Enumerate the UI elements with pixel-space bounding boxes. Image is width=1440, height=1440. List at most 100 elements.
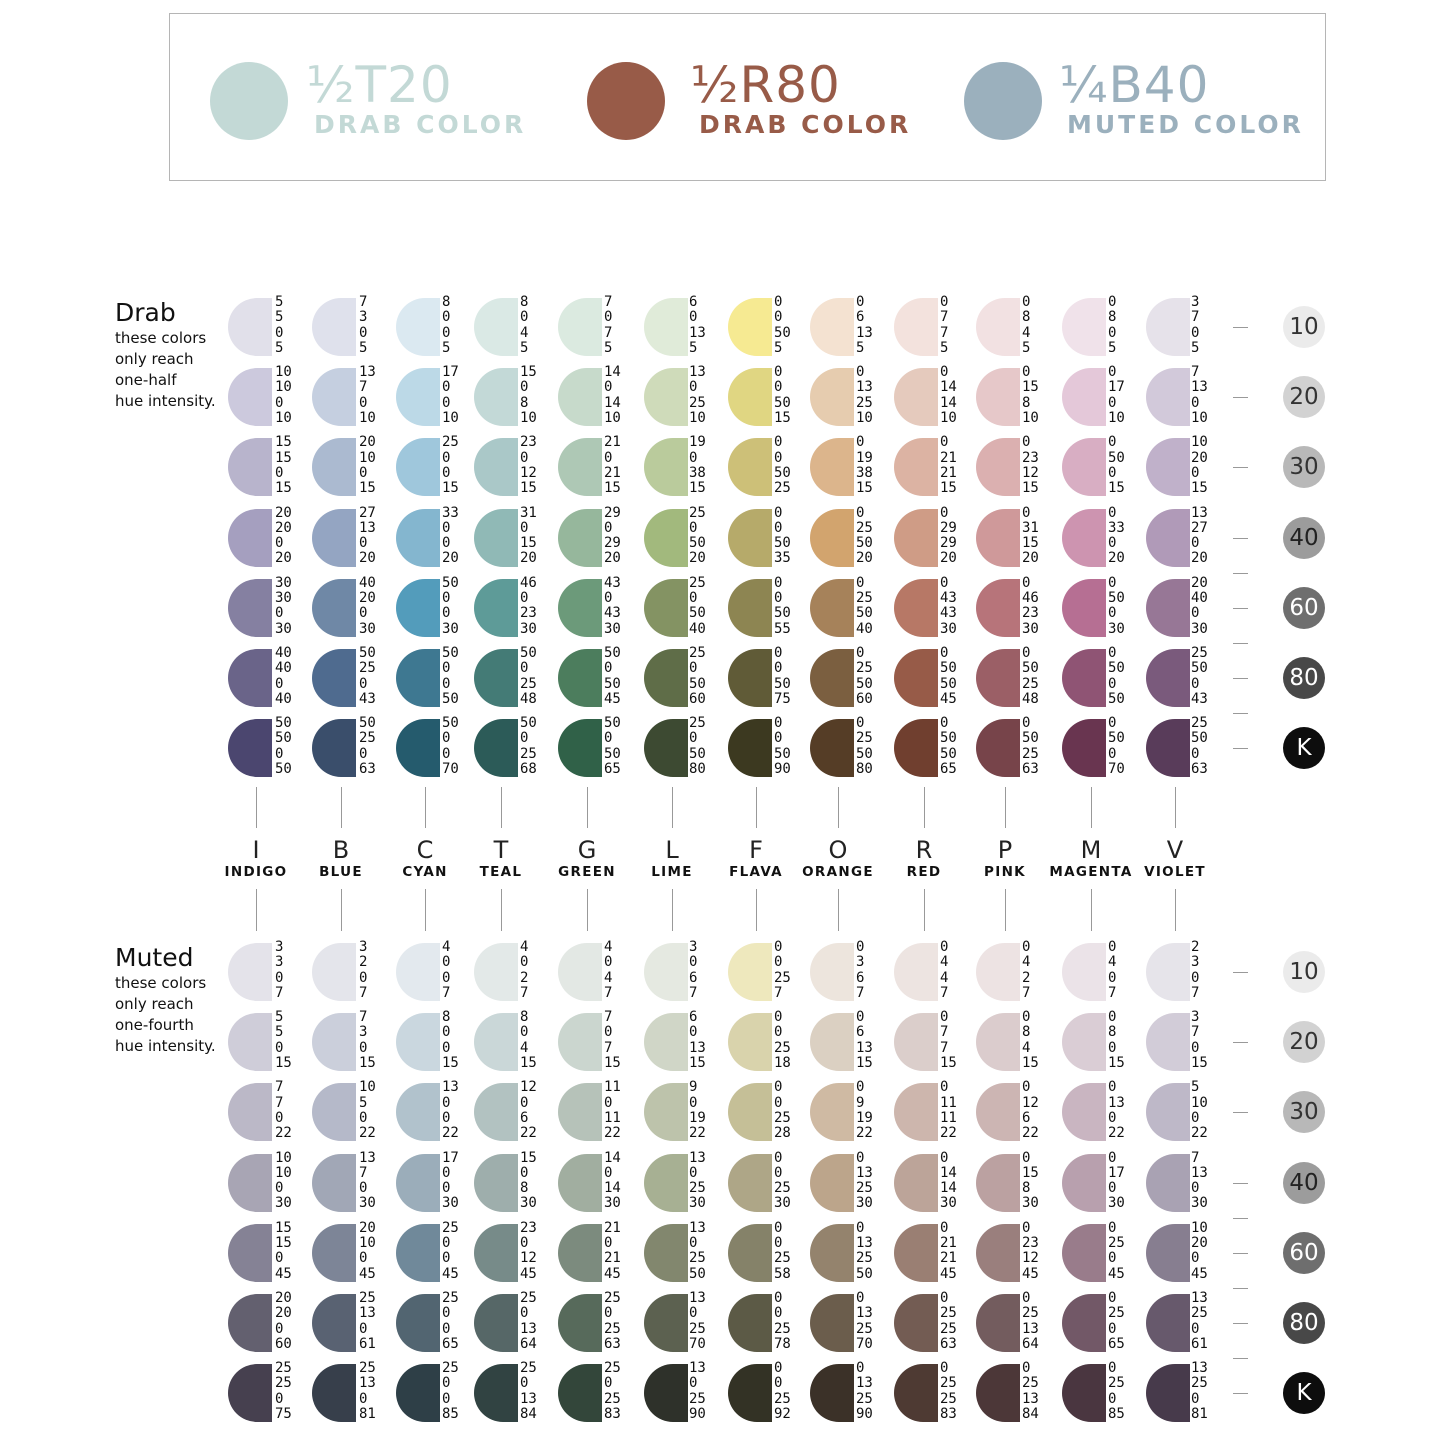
swatch-cyan-80[interactable] bbox=[396, 1294, 440, 1352]
swatch-lime-40[interactable] bbox=[644, 508, 688, 567]
swatch-teal-10[interactable] bbox=[474, 298, 518, 356]
swatch-orange-20[interactable] bbox=[810, 368, 854, 427]
swatch-pink-60[interactable] bbox=[976, 1223, 1020, 1282]
swatch-orange-10[interactable] bbox=[810, 298, 854, 356]
swatch-indigo-20[interactable] bbox=[228, 1013, 272, 1072]
swatch-violet-20[interactable] bbox=[1146, 1013, 1190, 1072]
swatch-orange-80[interactable] bbox=[810, 649, 854, 707]
swatch-lime-20[interactable] bbox=[644, 368, 688, 427]
swatch-lime-40[interactable] bbox=[644, 1153, 688, 1212]
swatch-green-60[interactable] bbox=[558, 578, 602, 637]
swatch-magenta-30[interactable] bbox=[1062, 438, 1106, 497]
swatch-blue-10[interactable] bbox=[312, 943, 356, 1001]
swatch-teal-20[interactable] bbox=[474, 368, 518, 427]
swatch-green-60[interactable] bbox=[558, 1223, 602, 1282]
swatch-green-40[interactable] bbox=[558, 508, 602, 567]
swatch-lime-30[interactable] bbox=[644, 438, 688, 497]
swatch-magenta-30[interactable] bbox=[1062, 1083, 1106, 1142]
swatch-flava-30[interactable] bbox=[728, 438, 772, 497]
swatch-teal-60[interactable] bbox=[474, 578, 518, 637]
swatch-teal-80[interactable] bbox=[474, 1294, 518, 1352]
swatch-magenta-20[interactable] bbox=[1062, 368, 1106, 427]
swatch-orange-60[interactable] bbox=[810, 1223, 854, 1282]
swatch-flava-80[interactable] bbox=[728, 649, 772, 707]
swatch-cyan-40[interactable] bbox=[396, 1153, 440, 1212]
swatch-magenta-k[interactable] bbox=[1062, 1364, 1106, 1423]
swatch-orange-30[interactable] bbox=[810, 438, 854, 497]
swatch-orange-40[interactable] bbox=[810, 508, 854, 567]
swatch-lime-10[interactable] bbox=[644, 943, 688, 1001]
swatch-flava-20[interactable] bbox=[728, 1013, 772, 1072]
swatch-pink-40[interactable] bbox=[976, 508, 1020, 567]
swatch-indigo-80[interactable] bbox=[228, 649, 272, 707]
swatch-flava-60[interactable] bbox=[728, 578, 772, 637]
swatch-red-80[interactable] bbox=[894, 1294, 938, 1352]
swatch-orange-10[interactable] bbox=[810, 943, 854, 1001]
swatch-pink-k[interactable] bbox=[976, 719, 1020, 778]
swatch-flava-k[interactable] bbox=[728, 719, 772, 778]
swatch-orange-40[interactable] bbox=[810, 1153, 854, 1212]
swatch-teal-20[interactable] bbox=[474, 1013, 518, 1072]
swatch-green-20[interactable] bbox=[558, 1013, 602, 1072]
swatch-pink-30[interactable] bbox=[976, 1083, 1020, 1142]
swatch-flava-60[interactable] bbox=[728, 1223, 772, 1282]
swatch-magenta-80[interactable] bbox=[1062, 1294, 1106, 1352]
swatch-lime-60[interactable] bbox=[644, 578, 688, 637]
swatch-teal-k[interactable] bbox=[474, 1364, 518, 1423]
swatch-blue-10[interactable] bbox=[312, 298, 356, 356]
swatch-red-20[interactable] bbox=[894, 1013, 938, 1072]
swatch-teal-80[interactable] bbox=[474, 649, 518, 707]
swatch-violet-40[interactable] bbox=[1146, 508, 1190, 567]
swatch-red-20[interactable] bbox=[894, 368, 938, 427]
swatch-cyan-20[interactable] bbox=[396, 1013, 440, 1072]
swatch-pink-10[interactable] bbox=[976, 298, 1020, 356]
swatch-cyan-30[interactable] bbox=[396, 1083, 440, 1142]
swatch-red-40[interactable] bbox=[894, 1153, 938, 1212]
swatch-indigo-40[interactable] bbox=[228, 1153, 272, 1212]
swatch-lime-80[interactable] bbox=[644, 649, 688, 707]
swatch-magenta-20[interactable] bbox=[1062, 1013, 1106, 1072]
swatch-pink-20[interactable] bbox=[976, 1013, 1020, 1072]
swatch-indigo-10[interactable] bbox=[228, 943, 272, 1001]
swatch-violet-40[interactable] bbox=[1146, 1153, 1190, 1212]
swatch-lime-k[interactable] bbox=[644, 1364, 688, 1423]
swatch-lime-k[interactable] bbox=[644, 719, 688, 778]
swatch-red-80[interactable] bbox=[894, 649, 938, 707]
swatch-indigo-20[interactable] bbox=[228, 368, 272, 427]
swatch-orange-80[interactable] bbox=[810, 1294, 854, 1352]
swatch-flava-k[interactable] bbox=[728, 1364, 772, 1423]
swatch-flava-80[interactable] bbox=[728, 1294, 772, 1352]
swatch-violet-10[interactable] bbox=[1146, 943, 1190, 1001]
swatch-pink-60[interactable] bbox=[976, 578, 1020, 637]
swatch-blue-40[interactable] bbox=[312, 508, 356, 567]
swatch-blue-60[interactable] bbox=[312, 578, 356, 637]
swatch-orange-30[interactable] bbox=[810, 1083, 854, 1142]
swatch-violet-60[interactable] bbox=[1146, 578, 1190, 637]
swatch-red-10[interactable] bbox=[894, 943, 938, 1001]
swatch-orange-k[interactable] bbox=[810, 719, 854, 778]
swatch-indigo-30[interactable] bbox=[228, 438, 272, 497]
swatch-pink-80[interactable] bbox=[976, 649, 1020, 707]
swatch-teal-k[interactable] bbox=[474, 719, 518, 778]
swatch-flava-10[interactable] bbox=[728, 943, 772, 1001]
swatch-pink-80[interactable] bbox=[976, 1294, 1020, 1352]
swatch-blue-30[interactable] bbox=[312, 1083, 356, 1142]
swatch-indigo-60[interactable] bbox=[228, 578, 272, 637]
swatch-magenta-80[interactable] bbox=[1062, 649, 1106, 707]
swatch-flava-40[interactable] bbox=[728, 1153, 772, 1212]
swatch-red-30[interactable] bbox=[894, 438, 938, 497]
swatch-violet-30[interactable] bbox=[1146, 1083, 1190, 1142]
swatch-lime-60[interactable] bbox=[644, 1223, 688, 1282]
swatch-indigo-10[interactable] bbox=[228, 298, 272, 356]
swatch-orange-60[interactable] bbox=[810, 578, 854, 637]
swatch-indigo-80[interactable] bbox=[228, 1294, 272, 1352]
swatch-indigo-30[interactable] bbox=[228, 1083, 272, 1142]
swatch-indigo-k[interactable] bbox=[228, 719, 272, 778]
swatch-teal-30[interactable] bbox=[474, 438, 518, 497]
swatch-teal-40[interactable] bbox=[474, 1153, 518, 1212]
swatch-flava-40[interactable] bbox=[728, 508, 772, 567]
swatch-indigo-40[interactable] bbox=[228, 508, 272, 567]
swatch-lime-10[interactable] bbox=[644, 298, 688, 356]
swatch-violet-10[interactable] bbox=[1146, 298, 1190, 356]
swatch-magenta-60[interactable] bbox=[1062, 578, 1106, 637]
